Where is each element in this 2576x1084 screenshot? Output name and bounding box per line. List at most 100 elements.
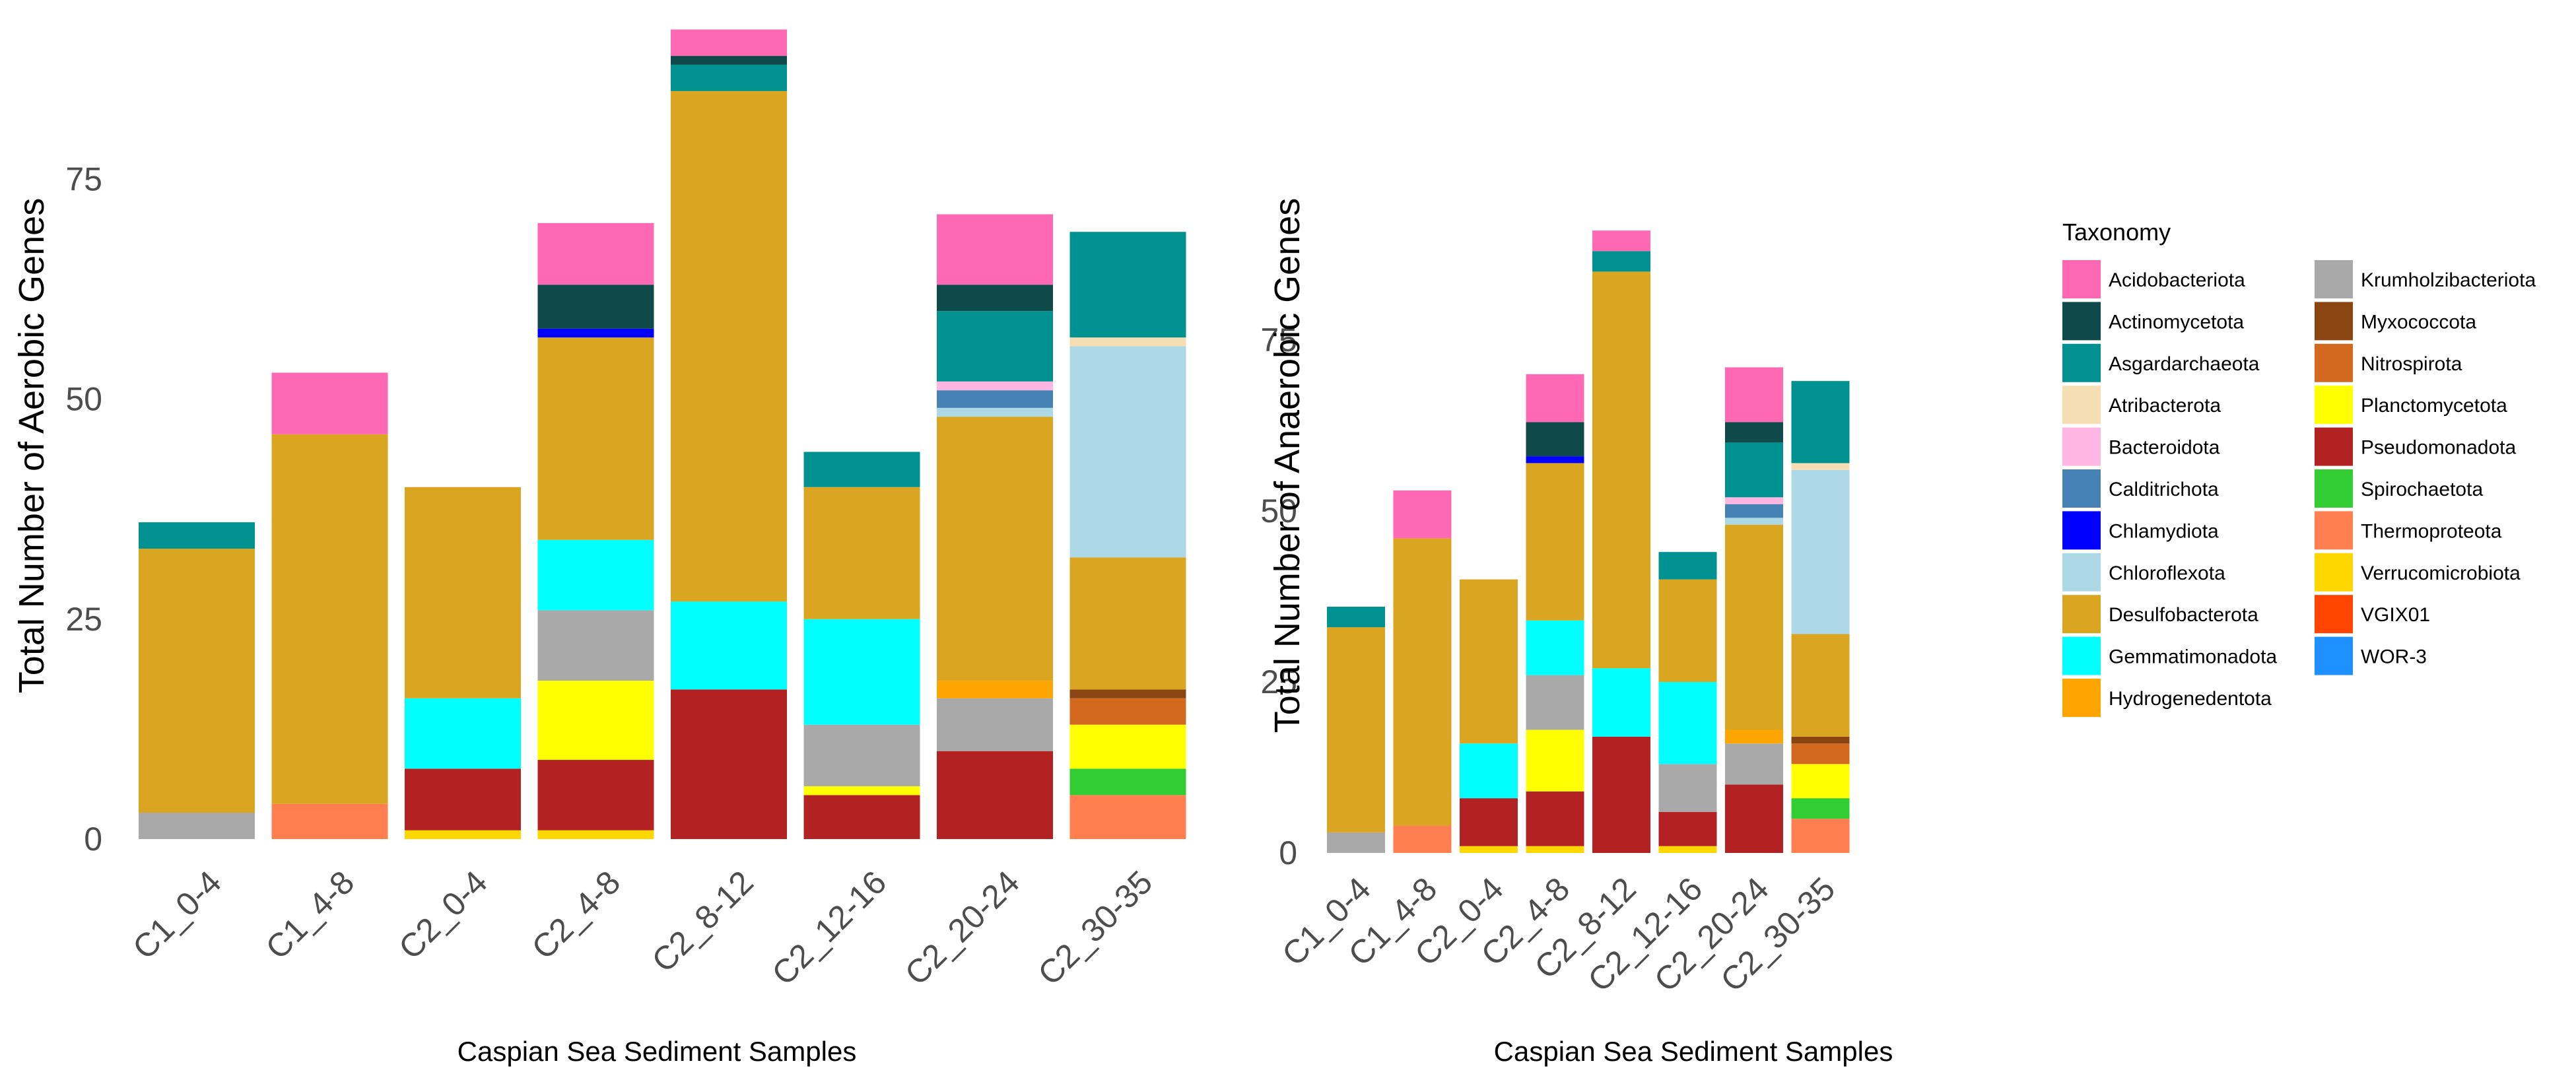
legend-title: Taxonomy [2062, 219, 2171, 246]
aerobic-bar-c2-4-8-desulfobacterota [537, 337, 654, 540]
legend-label-atribacterota: Atribacterota [2109, 395, 2221, 417]
anaerobic-bar-c2-0-4-verrucomicrobiota [1460, 846, 1518, 853]
legend-key-krumholzibacteriota [2315, 260, 2353, 298]
aerobic-bar-c2-0-4-verrucomicrobiota [405, 830, 521, 839]
legend-label-acidobacteriota: Acidobacteriota [2109, 269, 2245, 291]
aerobic-y-ticks: 0 25 50 75 [65, 160, 102, 858]
legend-label-thermoproteota: Thermoproteota [2361, 520, 2502, 542]
aerobic-bar-c2-20-24-actinomycetota [937, 285, 1053, 312]
aerobic-bar-c2-30-35-atribacterota [1069, 337, 1186, 347]
legend-key-actinomycetota [2062, 302, 2101, 341]
aerobic-bar-c2-8-12-actinomycetota [671, 55, 787, 65]
legend-label-actinomycetota: Actinomycetota [2109, 311, 2244, 333]
aerobic-x-axis-title: Caspian Sea Sediment Samples [458, 1036, 857, 1067]
legend-key-asgardarchaeota [2062, 343, 2101, 382]
aerobic-bar-c2-12-16-asgardarchaeota [803, 452, 920, 487]
aerobic-bar-c1-4-8-acidobacteriota [271, 372, 388, 434]
anaerobic-bar-c2-30-35-myxococcota [1791, 736, 1850, 744]
aerobic-bar-c2-4-8-actinomycetota [537, 285, 654, 329]
aerobic-x-tick-label: C2_20-24 [898, 864, 1027, 992]
aerobic-y-tick-label: 25 [65, 601, 102, 638]
aerobic-bar-c2-0-4-gemmatimonadota [405, 698, 521, 769]
legend-key-thermoproteota [2315, 511, 2353, 550]
anaerobic-bar-c2-4-8-gemmatimonadota [1526, 620, 1584, 675]
aerobic-bar-c2-20-24-bacteroidota [937, 381, 1053, 391]
aerobic-bar-c2-4-8-krumholzibacteriota [537, 610, 654, 681]
legend-key-calditrichota [2062, 469, 2101, 508]
aerobic-bar-c2-30-35-chloroflexota [1069, 346, 1186, 558]
legend-key-atribacterota [2062, 386, 2101, 424]
anaerobic-bar-c2-20-24-pseudomonadota [1725, 784, 1783, 853]
anaerobic-bar-c2-12-16-krumholzibacteriota [1658, 764, 1717, 812]
aerobic-bar-c2-20-24-pseudomonadota [937, 751, 1053, 839]
aerobic-bar-c2-20-24-calditrichota [937, 390, 1053, 408]
legend-key-acidobacteriota [2062, 260, 2101, 298]
anaerobic-bar-c2-30-35-nitrospirota [1791, 743, 1850, 764]
aerobic-bar-c2-30-35-thermoproteota [1069, 795, 1186, 839]
legend-items: Acidobacteriota Actinomycetota Asgardarcha… [2062, 260, 2536, 717]
aerobic-bar-c2-8-12-acidobacteriota [671, 29, 787, 56]
anaerobic-bar-c2-20-24-krumholzibacteriota [1725, 743, 1783, 785]
aerobic-bar-c2-12-16-krumholzibacteriota [803, 724, 920, 787]
aerobic-bar-c2-20-24-chloroflexota [937, 407, 1053, 417]
legend-label-chloroflexota: Chloroflexota [2109, 562, 2225, 584]
anaerobic-bar-c2-20-24-bacteroidota [1725, 497, 1783, 504]
aerobic-x-tick-label: C2_4-8 [525, 864, 628, 966]
anaerobic-bar-c2-8-12-desulfobacterota [1592, 271, 1650, 669]
aerobic-bar-c1-0-4-desulfobacterota [139, 549, 255, 813]
legend-key-gemmatimonadota [2062, 636, 2101, 675]
anaerobic-bar-c2-20-24-chloroflexota [1725, 518, 1783, 525]
aerobic-bar-c2-4-8-acidobacteriota [537, 222, 654, 285]
anaerobic-y-tick-label: 0 [1279, 834, 1297, 871]
aerobic-x-tick-label: C2_8-12 [645, 864, 761, 979]
anaerobic-bar-c2-20-24-desulfobacterota [1725, 524, 1783, 730]
anaerobic-bar-c2-30-35-chloroflexota [1791, 469, 1850, 634]
aerobic-bar-c2-12-16-gemmatimonadota [803, 619, 920, 725]
legend-key-chlamydiota [2062, 511, 2101, 550]
legend-key-wor-3 [2315, 636, 2353, 675]
aerobic-bar-c2-30-35-myxococcota [1069, 689, 1186, 698]
legend-label-myxococcota: Myxococcota [2361, 311, 2476, 333]
aerobic-bar-c2-8-12-pseudomonadota [671, 689, 787, 839]
anaerobic-bar-c2-30-35-thermoproteota [1791, 819, 1850, 853]
anaerobic-bar-c1-4-8-desulfobacterota [1393, 538, 1452, 826]
legend-key-desulfobacterota [2062, 595, 2101, 634]
anaerobic-bar-c2-20-24-calditrichota [1725, 504, 1783, 518]
aerobic-bar-c1-4-8-thermoproteota [271, 803, 388, 839]
aerobic-x-tick-label: C2_0-4 [391, 864, 494, 966]
legend-key-planctomycetota [2315, 386, 2353, 424]
aerobic-bar-c2-12-16-pseudomonadota [803, 795, 920, 839]
legend-label-vgix01: VGIX01 [2361, 604, 2430, 626]
aerobic-bar-c2-4-8-chlamydiota [537, 328, 654, 338]
taxonomy-legend: Taxonomy Acidobacteriota Actinomycetota As… [2062, 219, 2536, 717]
anaerobic-bar-c2-30-35-atribacterota [1791, 463, 1850, 470]
legend-label-gemmatimonadota: Gemmatimonadota [2109, 646, 2277, 668]
legend-label-nitrospirota: Nitrospirota [2361, 353, 2462, 375]
anaerobic-bar-c1-4-8-acidobacteriota [1393, 490, 1452, 539]
aerobic-bar-c2-12-16-desulfobacterota [803, 487, 920, 619]
aerobic-bar-c2-0-4-desulfobacterota [405, 487, 521, 698]
aerobic-bar-c2-4-8-gemmatimonadota [537, 539, 654, 611]
legend-key-hydrogenedentota [2062, 679, 2101, 717]
legend-key-nitrospirota [2315, 343, 2353, 382]
aerobic-x-tick-label: C2_30-35 [1031, 864, 1159, 992]
anaerobic-bar-c2-0-4-gemmatimonadota [1460, 743, 1518, 799]
anaerobic-bar-c2-20-24-actinomycetota [1725, 422, 1783, 443]
legend-label-bacteroidota: Bacteroidota [2109, 437, 2220, 459]
aerobic-x-tick-label: C1_4-8 [259, 864, 362, 966]
aerobic-bar-c2-20-24-asgardarchaeota [937, 311, 1053, 382]
aerobic-bar-c2-30-35-desulfobacterota [1069, 557, 1186, 690]
anaerobic-bar-c2-4-8-desulfobacterota [1526, 463, 1584, 621]
anaerobic-bar-c1-0-4-asgardarchaeota [1327, 607, 1385, 628]
anaerobic-y-tick-label: 50 [1260, 492, 1297, 529]
legend-label-asgardarchaeota: Asgardarchaeota [2109, 353, 2260, 375]
aerobic-bar-c2-8-12-desulfobacterota [671, 90, 787, 602]
anaerobic-bar-c2-30-35-planctomycetota [1791, 764, 1850, 799]
anaerobic-bars [1327, 230, 1850, 853]
anaerobic-bar-c2-4-8-verrucomicrobiota [1526, 846, 1584, 853]
legend-label-calditrichota: Calditrichota [2109, 479, 2219, 500]
legend-label-verrucomicrobiota: Verrucomicrobiota [2361, 562, 2521, 584]
legend-key-vgix01 [2315, 595, 2353, 634]
